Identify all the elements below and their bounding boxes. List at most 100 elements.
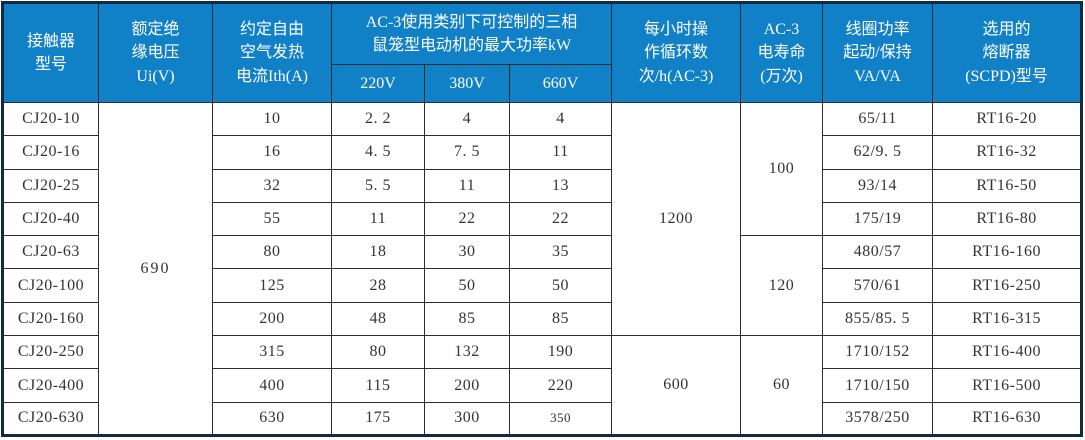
ith-cell: 55: [212, 201, 332, 237]
model-cell: CJ20-100: [2, 268, 99, 303]
power-220v-cell: 11: [331, 201, 425, 237]
ith-cell: 80: [212, 235, 332, 270]
model-cell: CJ20-400: [2, 368, 99, 403]
power-660v-cell: 11: [508, 135, 613, 170]
power-380v-cell: 7. 5: [424, 135, 510, 170]
coil-power-cell: 1710/150: [822, 368, 934, 403]
model-cell: CJ20-40: [2, 201, 99, 237]
header-line: VA/VA: [854, 67, 901, 85]
header-thermal-current: 约定自由 空气发热 电流Ith(A): [212, 2, 332, 103]
header-line: 线圈功率: [845, 21, 910, 39]
coil-power-cell: 93/14: [822, 168, 934, 203]
power-220v-cell: 48: [331, 301, 425, 337]
header-insulation-voltage: 额定绝 缘电压 Ui(V): [98, 2, 213, 103]
header-line: 缘电压: [131, 44, 180, 62]
header-line: 接触器: [26, 32, 75, 50]
fuse-cell: RT16-500: [932, 368, 1083, 403]
header-electrical-life: AC-3 电寿命 (万次): [740, 2, 824, 103]
power-220v-cell: 80: [331, 335, 425, 370]
life-merged-cell-mid: 120: [740, 235, 824, 337]
model-cell: CJ20-16: [2, 135, 99, 170]
power-380v-cell: 4: [424, 101, 510, 137]
life-merged-cell-top: 100: [740, 101, 824, 237]
life-merged-cell-bottom: 60: [740, 335, 824, 436]
fuse-cell: RT16-80: [932, 201, 1083, 237]
header-line: 起动/保持: [843, 44, 912, 62]
header-contactor-model: 接触器 型号: [2, 2, 99, 103]
power-380v-cell: 50: [424, 268, 510, 303]
power-220v-cell: 115: [331, 368, 425, 403]
header-line: AC-3使用类别下可控制的三相: [365, 13, 578, 31]
header-ac3-max-power: AC-3使用类别下可控制的三相 鼠笼型电动机的最大功率kW: [330, 2, 613, 65]
header-coil-power: 线圈功率 起动/保持 VA/VA: [822, 2, 934, 103]
power-220v-cell: 175: [331, 401, 425, 437]
header-line: 选用的: [982, 21, 1031, 39]
power-660v-cell: 50: [508, 268, 613, 303]
header-line: 电寿命: [757, 44, 806, 62]
header-line: Ui(V): [136, 67, 175, 85]
model-cell: CJ20-63: [2, 235, 99, 270]
power-220v-cell: 28: [331, 268, 425, 303]
header-line: 熔断器: [982, 44, 1031, 62]
fuse-cell: RT16-630: [932, 401, 1083, 437]
table-row: CJ20-40 55 11 22 22 175/19 RT16-80: [2, 201, 1083, 237]
power-660v-cell: 350: [508, 401, 613, 437]
header-row-sub: 220V 380V 660V: [3, 64, 1082, 103]
ui-voltage-merged-cell: 690: [98, 102, 213, 436]
table-row: CJ20-400 400 115 200 220 1710/150 RT16-5…: [2, 368, 1083, 403]
coil-power-cell: 1710/152: [822, 335, 934, 370]
coil-power-cell: 855/85. 5: [822, 301, 934, 337]
power-220v-cell: 4. 5: [331, 135, 425, 170]
coil-power-cell: 3578/250: [822, 401, 934, 437]
power-380v-cell: 85: [424, 301, 510, 337]
fuse-cell: RT16-400: [932, 335, 1083, 370]
model-cell: CJ20-630: [2, 401, 99, 437]
model-cell: CJ20-250: [2, 335, 99, 370]
header-line: 作循环数: [644, 44, 709, 62]
table-row: CJ20-63 80 18 30 35 120 480/57 RT16-160: [2, 235, 1083, 337]
ith-cell: 16: [212, 135, 332, 170]
fuse-cell: RT16-250: [932, 268, 1083, 303]
coil-power-cell: 62/9. 5: [822, 135, 934, 170]
header-line: (SCPD)型号: [965, 67, 1048, 85]
coil-power-cell: 570/61: [822, 268, 934, 303]
header-line: 约定自由: [239, 21, 304, 39]
power-380v-cell: 200: [424, 368, 510, 403]
table-row: CJ20-16 16 4. 5 7. 5 11 62/9. 5 RT16-32: [2, 135, 1083, 170]
power-380v-cell: 22: [424, 201, 510, 237]
fuse-cell: RT16-50: [932, 168, 1083, 203]
ith-cell: 32: [212, 168, 332, 203]
power-660v-cell: 22: [508, 201, 613, 237]
header-fuse-type: 选用的 熔断器 (SCPD)型号: [932, 2, 1083, 103]
power-380v-cell: 300: [424, 401, 510, 437]
cycles-merged-cell-top: 1200: [611, 101, 742, 337]
header-line: 额定绝: [131, 21, 180, 39]
ith-cell: 315: [212, 335, 332, 370]
subheader-660v: 660V: [508, 64, 613, 103]
fuse-cell: RT16-315: [932, 301, 1083, 337]
model-cell: CJ20-25: [2, 168, 99, 203]
power-660v-cell: 220: [508, 368, 613, 403]
coil-power-cell: 480/57: [822, 235, 934, 270]
power-380v-cell: 11: [424, 168, 510, 203]
subheader-220v: 220V: [331, 64, 425, 103]
header-line: 电流Ith(A): [236, 67, 308, 85]
power-380v-cell: 132: [424, 335, 510, 370]
power-220v-cell: 2. 2: [331, 101, 425, 137]
header-line: (万次): [760, 67, 803, 85]
power-220v-cell: 18: [331, 235, 425, 270]
table-row: CJ20-630 630 175 300 350 3578/250 RT16-6…: [2, 401, 1083, 437]
ith-cell: 10: [212, 101, 332, 137]
coil-power-cell: 65/11: [822, 101, 934, 137]
power-660v-cell: 35: [508, 235, 613, 270]
coil-power-cell: 175/19: [822, 201, 934, 237]
ith-cell: 125: [212, 268, 332, 303]
power-220v-cell: 5. 5: [331, 168, 425, 203]
ith-cell: 630: [212, 401, 332, 437]
table-row: CJ20-25 32 5. 5 11 13 93/14 RT16-50: [2, 168, 1083, 203]
header-line: 每小时操: [644, 21, 709, 39]
power-660v-cell: 85: [508, 301, 613, 337]
model-cell: CJ20-10: [2, 101, 99, 137]
